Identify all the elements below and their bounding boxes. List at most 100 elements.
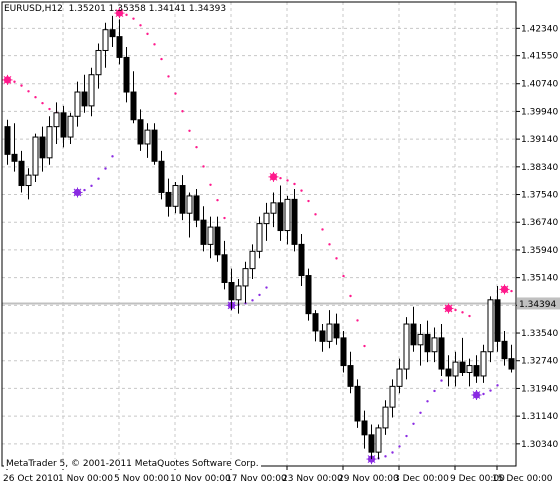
- sar-dot: [195, 145, 198, 149]
- price-tick-label: 1.40740: [521, 80, 558, 90]
- sar-marker-ray: [115, 12, 120, 17]
- sar-marker-ray: [476, 391, 481, 396]
- price-tick-label: 1.31140: [521, 412, 558, 422]
- parabolic-sar-series: [2, 8, 513, 465]
- candle-body-bear: [368, 434, 375, 453]
- price-tick-label: 1.31940: [521, 384, 558, 394]
- candle-body-bull: [466, 365, 473, 374]
- candle-body-bull: [102, 29, 109, 51]
- sar-marker-ray: [231, 304, 236, 310]
- candle-body-bear: [158, 160, 165, 193]
- time-tick-label: 9 Dec 00:00: [450, 474, 505, 484]
- sar-marker-ray: [448, 308, 453, 313]
- time-axis: 26 Oct 2010 1 Nov 00:00 5 Nov 00:00 10 Nov …: [3, 466, 553, 484]
- sar-dot: [153, 43, 156, 46]
- price-tick-label: 1.42340: [521, 24, 558, 34]
- sar-dot: [391, 451, 394, 454]
- candle-body-bear: [438, 337, 445, 370]
- candle-body-bear: [109, 29, 116, 38]
- sar-dot: [48, 107, 51, 111]
- sar-dot: [335, 257, 338, 260]
- candle-body-bull: [144, 129, 151, 145]
- candle-body-bull: [284, 198, 291, 232]
- symbol-timeframe: EURUSD,H12: [4, 4, 63, 14]
- candle-body-bear: [200, 219, 207, 245]
- candle-body-bear: [473, 365, 480, 377]
- candlestick-series: [4, 15, 515, 460]
- sar-marker-ray: [231, 301, 236, 306]
- sar-marker-ray: [3, 79, 8, 84]
- sar-dot: [251, 299, 254, 302]
- sar-marker-ray: [472, 391, 477, 396]
- candle-body-bull: [235, 285, 242, 301]
- sar-dot: [300, 189, 303, 192]
- sar-dot: [412, 422, 415, 425]
- candle-body-bull: [74, 91, 81, 117]
- sar-marker-ray: [371, 455, 376, 460]
- sar-dot: [496, 384, 499, 387]
- time-tick-label: 10 Nov 00:00: [170, 474, 231, 484]
- price-tick-label: 1.36740: [521, 218, 558, 228]
- time-tick-label: 5 Nov 00:00: [114, 474, 169, 484]
- sar-dot: [489, 389, 492, 392]
- price-tick-label: 1.37540: [521, 191, 558, 201]
- sar-dot: [244, 302, 247, 305]
- candle-body-bear: [123, 56, 130, 93]
- sar-marker-ray: [269, 176, 274, 181]
- sar-dot: [342, 274, 345, 278]
- candle-body-bear: [305, 275, 312, 315]
- sar-dot: [125, 13, 128, 17]
- sar-dot: [90, 184, 93, 188]
- sar-marker-ray: [371, 458, 376, 463]
- candle-body-bear: [319, 330, 326, 342]
- candle-body-bear: [221, 254, 228, 283]
- sar-marker-ray: [115, 9, 120, 14]
- sar-dot: [160, 57, 163, 61]
- chart-header: EURUSD,H12 1.35201 1.35358 1.34141 1.343…: [4, 4, 226, 14]
- ohlc-close: 1.34393: [188, 4, 227, 14]
- sar-marker-ray: [444, 304, 449, 309]
- sar-marker-ray: [119, 9, 124, 14]
- candle-body-bull: [256, 223, 263, 252]
- candle-body-bear: [193, 195, 200, 221]
- candle-body-bull: [67, 115, 74, 138]
- ohlc-high: 1.35358: [108, 4, 146, 14]
- candle-body-bear: [501, 340, 508, 360]
- candle-body-bull: [249, 250, 256, 270]
- candle-body-bull: [46, 126, 53, 159]
- sar-marker-ray: [7, 76, 12, 81]
- candle-body-bull: [242, 268, 249, 287]
- candle-body-bear: [81, 91, 88, 107]
- candle-body-bear: [312, 313, 319, 332]
- candle-body-bear: [459, 361, 466, 374]
- sar-marker-ray: [472, 394, 477, 399]
- sar-marker-ray: [444, 308, 449, 313]
- price-tick-label: 1.32740: [521, 357, 558, 367]
- sar-marker-ray: [273, 172, 278, 178]
- sar-marker-ray: [500, 285, 505, 290]
- sar-marker-ray: [269, 172, 274, 178]
- sar-marker-ray: [504, 285, 509, 290]
- sar-dot: [20, 84, 23, 87]
- sar-marker-ray: [73, 192, 78, 197]
- sar-dot: [349, 294, 352, 298]
- sar-marker-ray: [77, 192, 82, 197]
- sar-dot: [174, 92, 177, 95]
- sar-dot: [279, 176, 282, 180]
- candle-body-bear: [361, 420, 368, 436]
- candle-body-bull: [32, 136, 39, 176]
- candle-body-bear: [39, 136, 46, 159]
- sar-dot: [97, 177, 100, 180]
- candle-body-bear: [347, 365, 354, 387]
- candle-body-bull: [487, 299, 494, 353]
- sar-dot: [482, 392, 485, 396]
- candle-body-bear: [151, 129, 158, 162]
- candle-body-bull: [326, 323, 333, 342]
- sar-dot: [321, 228, 324, 231]
- sar-marker-ray: [504, 289, 509, 294]
- candle-body-bear: [116, 36, 123, 58]
- sar-dot: [265, 286, 268, 289]
- sar-dot: [111, 155, 114, 158]
- time-tick-label: 23 Nov 00:00: [282, 474, 343, 484]
